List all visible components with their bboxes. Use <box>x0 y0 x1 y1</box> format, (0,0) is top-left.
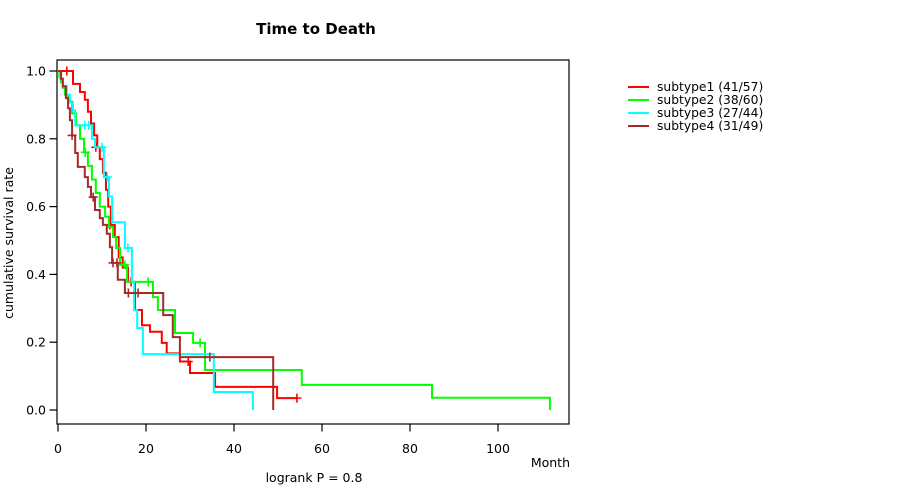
censor-mark-subtype3 <box>84 120 94 130</box>
y-axis-tick-label: 1.0 <box>26 64 46 79</box>
censor-mark-subtype1 <box>183 357 193 367</box>
legend-label-subtype4: subtype4 (31/49) <box>657 119 763 133</box>
censor-mark-subtype2 <box>143 277 153 287</box>
x-axis-tick-label: 20 <box>138 441 154 456</box>
censor-mark-subtype1 <box>62 66 72 76</box>
censor-mark-subtype3 <box>97 142 107 152</box>
legend-label-subtype2: subtype2 (38/60) <box>657 93 763 107</box>
plot-box <box>56 59 570 425</box>
legend: subtype1 (41/57) subtype2 (38/60) subtyp… <box>628 80 763 133</box>
y-axis-title: cumulative survival rate <box>1 167 16 319</box>
x-axis-tick-label: 0 <box>54 441 62 456</box>
survival-curve-subtype1 <box>58 70 298 400</box>
x-axis-tick-label: 60 <box>314 441 330 456</box>
survival-curve-subtype2 <box>58 70 551 410</box>
legend-label-subtype3: subtype3 (27/44) <box>657 106 763 120</box>
censor-mark-subtype4 <box>133 288 143 298</box>
x-axis-tick-label: 100 <box>486 441 510 456</box>
x-axis-tick-label: 80 <box>402 441 418 456</box>
y-axis-tick-label: 0.2 <box>26 335 46 350</box>
legend-label-subtype1: subtype1 (41/57) <box>657 80 763 94</box>
censor-mark-subtype3 <box>123 243 133 253</box>
censor-mark-subtype4 <box>123 288 133 298</box>
y-axis-tick-label: 0.0 <box>26 403 46 418</box>
plot-area: 0 20 40 60 80 100 0.0 0.2 0.4 0.6 0.8 1.0 <box>26 59 570 456</box>
y-axis-tick-label: 0.6 <box>26 199 46 214</box>
y-axis-tick-label: 0.8 <box>26 131 46 146</box>
censor-mark-subtype4 <box>67 130 77 140</box>
censor-mark-subtype4 <box>205 352 215 362</box>
x-axis-tick-label: 40 <box>226 441 242 456</box>
censor-mark-subtype4 <box>88 192 98 202</box>
logrank-annotation: logrank P = 0.8 <box>266 470 363 485</box>
censor-mark-subtype4 <box>112 258 122 268</box>
censor-mark-subtype3 <box>102 172 112 182</box>
chart-title: Time to Death <box>256 20 376 38</box>
censor-mark-subtype1 <box>292 393 302 403</box>
y-axis-tick-label: 0.4 <box>26 267 46 282</box>
censor-mark-subtype2 <box>80 147 90 157</box>
censor-mark-subtype2 <box>195 338 205 348</box>
survival-curve-subtype3 <box>58 70 254 410</box>
x-axis-title: Month <box>531 455 570 470</box>
censor-mark-subtype2 <box>120 260 130 270</box>
